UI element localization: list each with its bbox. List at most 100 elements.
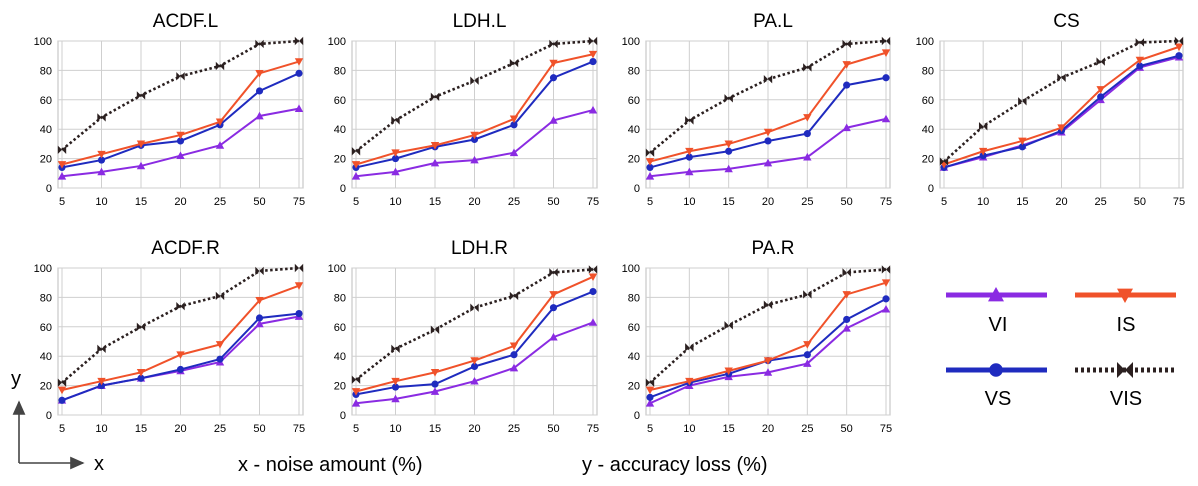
data-point-vs xyxy=(470,362,479,371)
data-point-vs xyxy=(843,81,851,89)
x-tick-label: 75 xyxy=(293,423,305,435)
chart-title: ACDF.R xyxy=(151,238,220,259)
x-tick-label: 75 xyxy=(880,196,892,208)
data-point-vis xyxy=(391,116,396,125)
data-point-vis xyxy=(645,148,650,157)
data-point-vi xyxy=(645,172,655,180)
x-tick-label: 50 xyxy=(1134,196,1146,208)
y-tick-label: 100 xyxy=(622,36,640,48)
data-point-vis xyxy=(944,157,949,166)
chart-panel-acdf-r: 0 20 40 60 80 100 5 10 15 20 25 50 75 ACDF.R xyxy=(34,238,305,435)
x-tick-label: 20 xyxy=(174,196,186,208)
x-tick-label: 25 xyxy=(1095,196,1107,208)
data-point-is xyxy=(1096,86,1105,94)
y-tick-label: 20 xyxy=(628,154,640,166)
y-tick-label: 0 xyxy=(634,183,640,195)
data-point-vi xyxy=(509,148,519,157)
chart-title: PA.L xyxy=(753,11,793,32)
data-point-vis xyxy=(141,322,146,331)
data-point-vis xyxy=(1018,97,1023,106)
data-point-vis xyxy=(1100,57,1105,66)
data-point-is xyxy=(176,131,185,140)
y-tick-label: 100 xyxy=(328,36,346,48)
y-tick-label: 20 xyxy=(334,154,346,166)
data-point-vs xyxy=(589,287,597,296)
data-point-vis xyxy=(395,344,400,354)
x-tick-label: 5 xyxy=(59,196,65,208)
data-point-is xyxy=(136,140,146,149)
data-point-is xyxy=(549,59,558,68)
data-point-vis xyxy=(881,265,886,274)
data-point-vis xyxy=(685,343,690,352)
y-tick-label: 60 xyxy=(40,322,52,334)
data-point-vi xyxy=(470,376,479,385)
data-point-is xyxy=(588,273,598,282)
data-point-vi xyxy=(763,158,773,167)
data-point-vis xyxy=(886,265,891,274)
data-point-vis xyxy=(356,375,361,384)
x-tick-label: 15 xyxy=(1016,196,1028,208)
data-point-vis xyxy=(842,39,847,49)
data-point-vis xyxy=(768,300,773,309)
y-tick-label: 60 xyxy=(334,322,346,334)
data-point-vis xyxy=(1135,38,1140,47)
data-point-vis xyxy=(57,378,62,387)
data-point-vs xyxy=(97,382,106,390)
data-point-vis xyxy=(588,36,593,46)
data-point-vi xyxy=(645,399,655,407)
y-tick-label: 20 xyxy=(922,154,934,166)
x-tick-label: 5 xyxy=(59,423,65,435)
x-tick-label: 5 xyxy=(647,423,653,435)
data-point-vis xyxy=(724,321,729,330)
data-point-is xyxy=(57,386,67,395)
chart-title: CS xyxy=(1053,11,1079,32)
data-point-vs xyxy=(979,152,987,160)
data-point-vis xyxy=(650,148,655,157)
data-point-vi xyxy=(351,172,361,180)
data-point-vis xyxy=(1174,36,1179,46)
data-point-vis xyxy=(299,36,304,46)
legend-item-is: IS xyxy=(1075,288,1176,336)
data-point-is xyxy=(1135,56,1145,65)
y-tick-label: 100 xyxy=(622,263,640,275)
data-point-vis xyxy=(470,76,475,85)
data-point-is xyxy=(645,386,655,395)
data-point-vis xyxy=(176,302,181,311)
data-point-vis xyxy=(1061,73,1066,82)
data-point-vs xyxy=(549,304,558,312)
y-tick-label: 40 xyxy=(334,124,346,136)
data-point-vi xyxy=(724,164,733,173)
data-point-is xyxy=(724,140,733,149)
data-point-vis xyxy=(57,145,62,154)
data-point-vis xyxy=(881,36,886,46)
data-point-vis xyxy=(1096,57,1101,66)
y-tick-label: 40 xyxy=(334,351,346,363)
data-point-vis xyxy=(842,268,847,277)
data-point-vis xyxy=(763,75,768,84)
x-tick-label: 50 xyxy=(547,196,559,208)
data-point-is xyxy=(294,58,304,66)
legend-label-is: IS xyxy=(1117,314,1136,336)
data-point-vs xyxy=(97,156,106,164)
data-point-vi xyxy=(842,123,851,132)
legend-marker-vi xyxy=(988,287,1004,302)
data-point-vis xyxy=(474,303,479,312)
x-tick-label: 20 xyxy=(1055,196,1067,208)
data-point-vs xyxy=(295,310,303,318)
data-point-vis xyxy=(846,39,851,49)
data-point-is xyxy=(1057,124,1066,132)
chart-title: LDH.R xyxy=(451,238,508,259)
data-point-vis xyxy=(176,72,181,81)
data-point-vis xyxy=(763,300,768,309)
data-point-vi xyxy=(57,172,67,180)
data-point-vi xyxy=(588,318,598,326)
data-point-vis xyxy=(435,325,440,334)
data-point-is xyxy=(136,369,146,377)
data-point-vis xyxy=(430,92,435,102)
chart-panel-ldh-r: 0 20 40 60 80 100 5 10 15 20 25 50 75 LDH.R xyxy=(328,238,599,435)
data-point-vis xyxy=(514,58,519,68)
data-point-vi xyxy=(803,359,812,367)
legend-label-vs: VS xyxy=(985,388,1012,410)
data-point-vis xyxy=(803,290,808,299)
data-point-vs xyxy=(1136,62,1144,70)
